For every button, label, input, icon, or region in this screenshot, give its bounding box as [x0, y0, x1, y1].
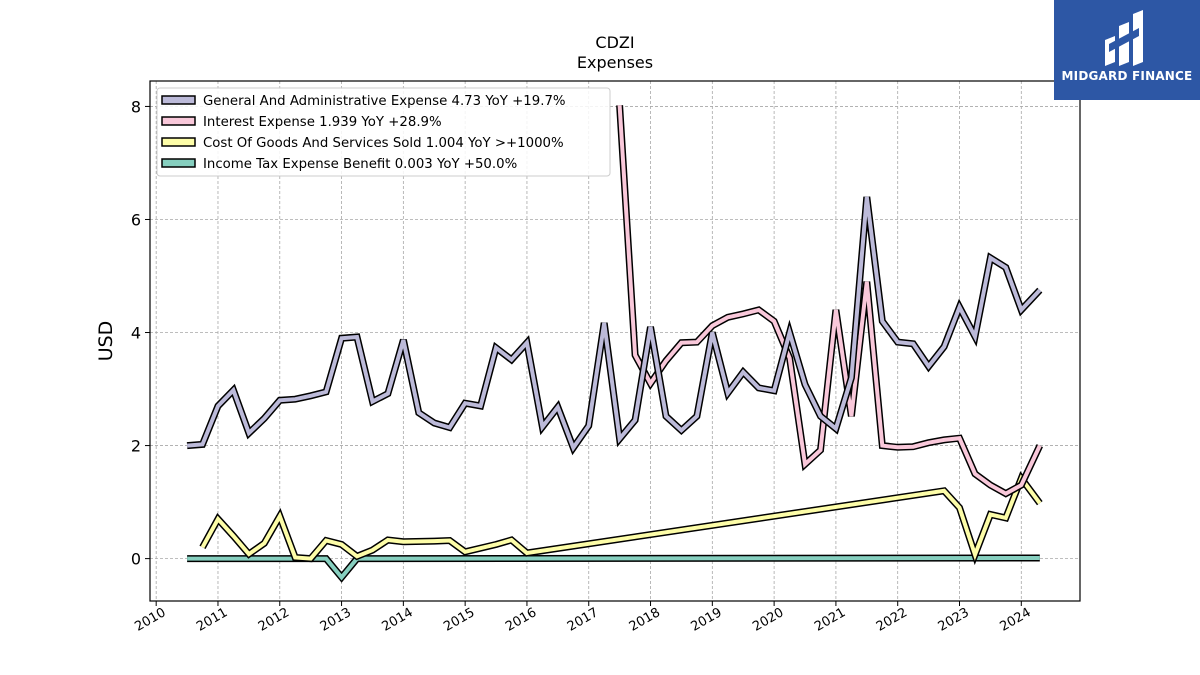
chart-title: CDZI	[595, 33, 634, 52]
x-tick-label: 2010	[132, 605, 168, 635]
x-tick-label: 2015	[441, 605, 477, 635]
legend-swatch	[161, 137, 196, 147]
x-tick-label: 2011	[194, 605, 230, 635]
series-line	[617, 105, 1042, 496]
x-tick-label: 2013	[318, 605, 354, 635]
y-axis-label: USD	[95, 321, 117, 362]
series-cost-of-goods-and-services-sold	[199, 471, 1043, 566]
chart-subtitle: Expenses	[577, 53, 653, 72]
legend-swatch	[161, 116, 196, 126]
series-income-tax-expense-benefit	[187, 554, 1040, 583]
x-tick-label: 2018	[627, 605, 663, 635]
y-tick-label: 8	[131, 97, 141, 116]
x-tick-label: 2021	[812, 605, 848, 635]
midgard-finance-logo: MIDGARD FINANCE	[1054, 0, 1200, 100]
legend-entry: Income Tax Expense Benefit 0.003 YoY +50…	[203, 157, 517, 172]
logo-mark-icon	[1105, 10, 1143, 66]
x-tick-label: 2019	[688, 605, 724, 635]
legend-entry: Interest Expense 1.939 YoY +28.9%	[203, 115, 442, 130]
series-outline	[616, 105, 1043, 498]
x-tick-label: 2020	[750, 605, 786, 635]
y-tick-label: 0	[131, 550, 141, 569]
series-general-and-administrative-expense	[186, 196, 1043, 456]
x-tick-label: 2016	[503, 605, 539, 635]
y-tick-label: 4	[131, 324, 141, 343]
series-outline	[187, 554, 1040, 583]
series-interest-expense	[616, 105, 1043, 498]
x-tick-label: 2022	[874, 605, 910, 635]
series-line	[200, 474, 1042, 561]
legend: General And Administrative Expense 4.73 …	[156, 87, 611, 177]
logo-text: MIDGARD FINANCE	[1061, 69, 1193, 83]
legend-box	[156, 87, 611, 177]
legend-swatch	[161, 95, 196, 105]
y-tick-label: 6	[131, 210, 141, 229]
series-outline	[186, 196, 1043, 456]
legend-swatch	[161, 158, 196, 168]
legend-entry: General And Administrative Expense 4.73 …	[203, 94, 566, 109]
x-tick-label: 2014	[380, 605, 416, 635]
series-line	[187, 556, 1040, 581]
x-tick-label: 2017	[565, 605, 601, 635]
legend-entry: Cost Of Goods And Services Sold 1.004 Yo…	[203, 136, 564, 151]
plot-frame	[149, 80, 1081, 602]
x-tick-label: 2023	[936, 605, 972, 635]
x-tick-label: 2024	[997, 605, 1033, 635]
x-tick-label: 2012	[256, 605, 292, 635]
y-tick-label: 2	[131, 437, 141, 456]
series-outline	[199, 471, 1043, 566]
series-line	[186, 196, 1042, 453]
